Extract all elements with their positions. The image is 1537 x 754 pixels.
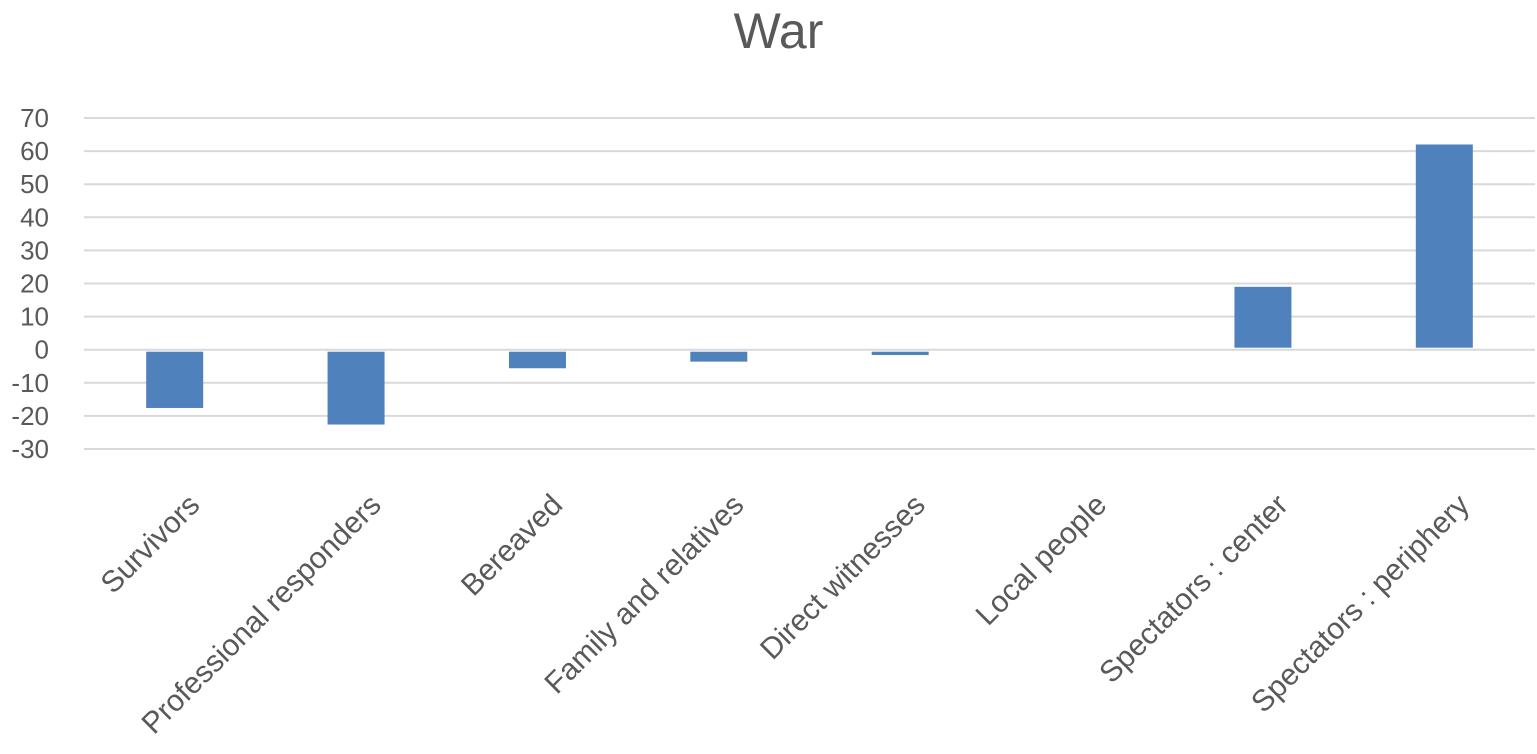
y-tick-label: 40: [20, 202, 49, 232]
bar: [146, 351, 204, 408]
y-tick-label: 10: [20, 302, 49, 332]
bar: [1234, 286, 1292, 348]
y-tick-label: 20: [20, 269, 49, 299]
y-tick-label: -10: [11, 368, 49, 398]
bar: [871, 351, 929, 356]
y-tick-label: 70: [20, 103, 49, 133]
y-tick-label: 60: [20, 136, 49, 166]
y-tick-label: 50: [20, 169, 49, 199]
y-tick-label: 0: [35, 335, 49, 365]
x-category-label: Spectators : center: [1093, 488, 1294, 689]
x-category-label: Bereaved: [455, 488, 569, 602]
bars: [146, 144, 1473, 425]
chart-title: War: [733, 3, 824, 59]
x-category-label: Local people: [970, 488, 1114, 632]
y-tick-label: -30: [11, 434, 49, 464]
x-category-label: Family and relatives: [539, 488, 751, 700]
gridlines: [84, 117, 1535, 450]
y-tick-label: -20: [11, 401, 49, 431]
x-category-label: Survivors: [95, 488, 207, 600]
bar: [1415, 144, 1473, 348]
bar: [690, 351, 748, 362]
bar: [327, 351, 385, 425]
y-tick-label: 30: [20, 235, 49, 265]
x-category-label: Direct witnesses: [754, 488, 932, 666]
bar: [508, 351, 566, 369]
